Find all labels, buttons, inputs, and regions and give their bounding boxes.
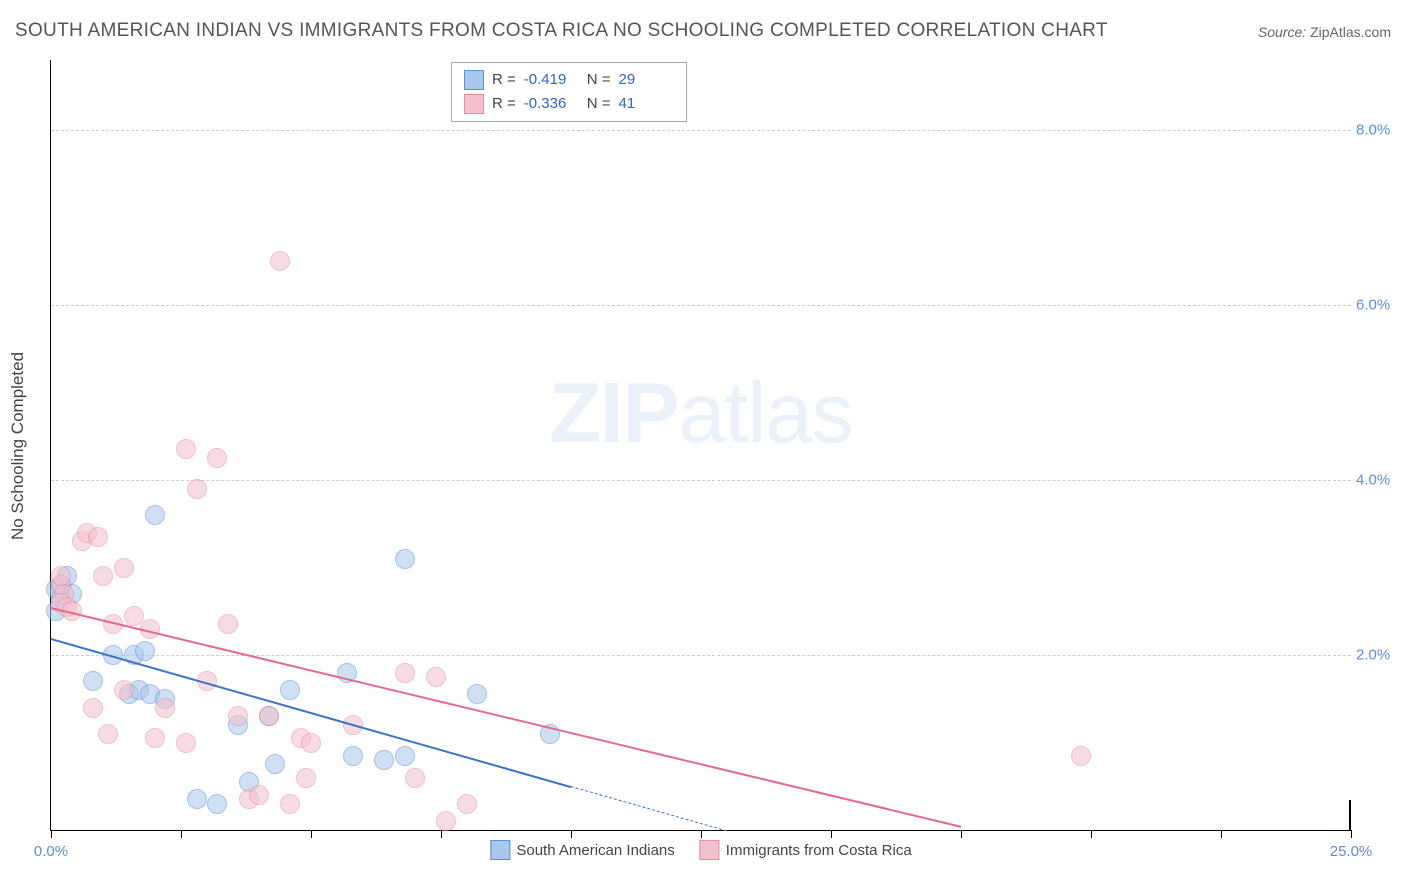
scatter-point xyxy=(207,794,227,814)
legend-n-value: 41 xyxy=(619,92,674,116)
scatter-point xyxy=(218,614,238,634)
x-tick xyxy=(831,830,832,838)
gridline-horizontal xyxy=(51,305,1351,306)
scatter-point xyxy=(296,768,316,788)
scatter-point xyxy=(114,680,134,700)
y-tick-label: 8.0% xyxy=(1356,122,1401,139)
x-tick xyxy=(1221,830,1222,838)
x-tick-label: 25.0% xyxy=(1330,843,1373,860)
scatter-point xyxy=(176,439,196,459)
scatter-point xyxy=(265,754,285,774)
legend-label: Immigrants from Costa Rica xyxy=(726,842,912,859)
gridline-horizontal xyxy=(51,130,1351,131)
scatter-point xyxy=(395,746,415,766)
scatter-point xyxy=(1071,746,1091,766)
legend-swatch xyxy=(464,94,484,114)
legend-n-label: N = xyxy=(587,68,611,92)
scatter-point xyxy=(187,479,207,499)
scatter-point xyxy=(187,789,207,809)
x-tick xyxy=(571,830,572,838)
legend-swatch xyxy=(700,840,720,860)
scatter-point xyxy=(374,750,394,770)
legend-r-label: R = xyxy=(492,68,516,92)
chart-title: SOUTH AMERICAN INDIAN VS IMMIGRANTS FROM… xyxy=(15,20,1108,42)
y-tick-label: 2.0% xyxy=(1356,647,1401,664)
scatter-point xyxy=(145,728,165,748)
legend-n-value: 29 xyxy=(619,68,674,92)
trend-line xyxy=(571,786,727,831)
legend-stat-row: R = -0.336 N = 41 xyxy=(464,92,674,116)
scatter-point xyxy=(249,785,269,805)
x-tick xyxy=(1351,830,1352,838)
legend-item: Immigrants from Costa Rica xyxy=(700,840,912,860)
scatter-point xyxy=(395,549,415,569)
scatter-point xyxy=(457,794,477,814)
legend-swatch xyxy=(490,840,510,860)
scatter-point xyxy=(135,641,155,661)
scatter-point xyxy=(83,671,103,691)
y-tick-label: 6.0% xyxy=(1356,297,1401,314)
watermark-atlas: atlas xyxy=(678,366,853,461)
scatter-point xyxy=(176,733,196,753)
legend-series: South American Indians Immigrants from Co… xyxy=(490,840,911,860)
legend-r-value: -0.336 xyxy=(524,92,579,116)
scatter-point xyxy=(155,698,175,718)
watermark-zip: ZIP xyxy=(549,366,678,461)
legend-n-label: N = xyxy=(587,92,611,116)
scatter-point xyxy=(395,663,415,683)
scatter-point xyxy=(405,768,425,788)
gridline-horizontal xyxy=(51,480,1351,481)
x-tick xyxy=(441,830,442,838)
x-tick-label: 0.0% xyxy=(34,843,68,860)
scatter-point xyxy=(343,746,363,766)
scatter-point xyxy=(114,558,134,578)
scatter-point xyxy=(88,527,108,547)
legend-swatch xyxy=(464,70,484,90)
legend-r-label: R = xyxy=(492,92,516,116)
x-tick xyxy=(181,830,182,838)
x-tick xyxy=(1091,830,1092,838)
legend-item: South American Indians xyxy=(490,840,674,860)
legend-r-value: -0.419 xyxy=(524,68,579,92)
scatter-point xyxy=(301,733,321,753)
x-tick xyxy=(51,830,52,838)
scatter-point xyxy=(426,667,446,687)
x-tick xyxy=(961,830,962,838)
source-attribution: Source: ZipAtlas.com xyxy=(1258,24,1391,40)
scatter-point xyxy=(51,566,71,586)
x-tick xyxy=(701,830,702,838)
scatter-point xyxy=(467,684,487,704)
watermark: ZIPatlas xyxy=(549,365,853,463)
scatter-point xyxy=(207,448,227,468)
scatter-point xyxy=(228,706,248,726)
legend-stat-row: R = -0.419 N = 29 xyxy=(464,68,674,92)
scatter-point xyxy=(280,794,300,814)
scatter-point xyxy=(259,706,279,726)
source-label: Source: xyxy=(1258,24,1306,40)
legend-stats-box: R = -0.419 N = 29 R = -0.336 N = 41 xyxy=(451,62,687,122)
y-axis-label: No Schooling Completed xyxy=(8,352,28,540)
axis-right-tick xyxy=(1349,800,1351,830)
scatter-point xyxy=(145,505,165,525)
y-tick-label: 4.0% xyxy=(1356,472,1401,489)
scatter-point xyxy=(280,680,300,700)
scatter-point xyxy=(93,566,113,586)
x-tick xyxy=(311,830,312,838)
source-value: ZipAtlas.com xyxy=(1310,24,1391,40)
scatter-point xyxy=(98,724,118,744)
scatter-point xyxy=(436,811,456,831)
scatter-point xyxy=(270,251,290,271)
plot-area: ZIPatlas R =-0.419N =29R =-0.336N =41 So… xyxy=(50,60,1351,831)
scatter-point xyxy=(83,698,103,718)
legend-label: South American Indians xyxy=(516,842,674,859)
